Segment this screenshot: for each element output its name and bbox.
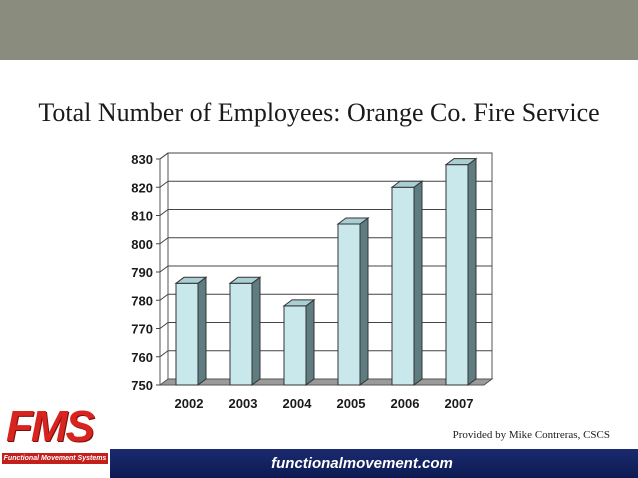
bar-side: [359, 216, 369, 386]
y-tick-label: 820: [131, 180, 153, 195]
slide-title: Total Number of Employees: Orange Co. Fi…: [38, 98, 600, 127]
gridline-side: [159, 152, 169, 160]
y-tick-label: 770: [131, 322, 153, 337]
bar: [229, 282, 253, 386]
bar: [391, 186, 415, 386]
gridline-side: [159, 237, 169, 245]
gridline-side: [159, 209, 169, 216]
gridline-side: [159, 322, 169, 329]
x-tick-label: 2006: [391, 396, 420, 411]
x-tick-label: 2003: [229, 396, 258, 411]
fms-logo: FMS Functional Movement Systems: [2, 403, 108, 473]
bar-top: [390, 180, 424, 188]
gridline-side: [159, 180, 169, 188]
y-tick-label: 780: [131, 293, 153, 308]
y-tick-label: 810: [131, 209, 153, 224]
y-tick-label: 790: [131, 265, 153, 280]
bar-top: [228, 276, 262, 284]
x-tick-label: 2007: [445, 396, 474, 411]
top-banner: [0, 0, 638, 60]
bar: [445, 164, 469, 386]
y-tick-label: 800: [131, 237, 153, 252]
bar-top: [444, 158, 478, 166]
x-tick-label: 2004: [283, 396, 313, 411]
bar-side: [251, 276, 261, 386]
bar: [283, 305, 307, 386]
bar-top: [282, 299, 316, 307]
footer-bar: [110, 449, 638, 478]
gridline-side: [159, 293, 169, 301]
credit-text: Provided by Mike Contreras, CSCS: [452, 429, 610, 441]
y-tick-label: 830: [131, 152, 153, 167]
bar-top: [336, 217, 370, 225]
footer-link[interactable]: functionalmovement.com: [271, 455, 453, 472]
gridline-side: [159, 265, 169, 273]
y-tick-label: 750: [131, 378, 153, 393]
x-tick-label: 2002: [175, 396, 204, 411]
bar-side: [467, 157, 477, 386]
bar: [175, 282, 199, 386]
fms-logo-tagline: Functional Movement Systems: [2, 453, 108, 464]
fms-logo-letters: FMS: [6, 402, 95, 451]
y-tick-label: 760: [131, 350, 153, 365]
bar-top: [174, 276, 208, 284]
gridline-side: [159, 350, 169, 358]
bar-side: [197, 276, 207, 386]
chart-floor: [158, 378, 494, 386]
bar-side: [305, 298, 315, 386]
bar: [337, 223, 361, 386]
x-tick-label: 2005: [337, 396, 366, 411]
bar-side: [413, 180, 423, 386]
